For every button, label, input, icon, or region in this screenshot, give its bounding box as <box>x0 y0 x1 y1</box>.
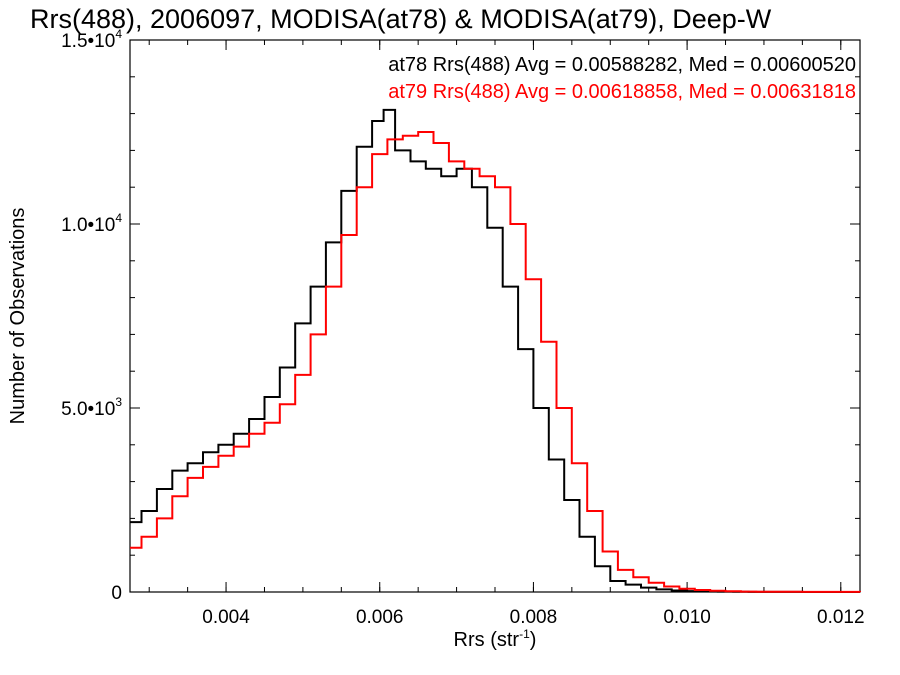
x-axis-ticks: 0.004 0.006 0.008 0.010 0.012 <box>148 40 865 628</box>
x-tick-label: 0.010 <box>663 607 711 628</box>
series-line-at78 <box>130 108 860 593</box>
x-axis-label: Rrs (str-1) <box>454 627 537 651</box>
x-tick-label: 0.008 <box>510 607 558 628</box>
x-tick-label: 0.004 <box>202 607 250 628</box>
chart-title: Rrs(488), 2006097, MODISA(at78) & MODISA… <box>30 4 772 34</box>
series-line-at79 <box>130 131 861 593</box>
y-axis-ticks: 0 5.0•103 1.0•104 1.5•104 <box>61 27 860 604</box>
x-tick-label: 0.012 <box>817 607 865 628</box>
y-axis-label: Number of Observations <box>7 208 29 425</box>
y-tick-label: 1.5•104 <box>61 27 122 52</box>
y-tick-label: 5.0•103 <box>61 395 122 420</box>
legend-entry-at79: at79 Rrs(488) Avg = 0.00618858, Med = 0.… <box>388 81 856 103</box>
y-tick-label: 0 <box>111 583 122 604</box>
legend: at78 Rrs(488) Avg = 0.00588282, Med = 0.… <box>388 54 856 103</box>
x-tick-label: 0.006 <box>356 607 404 628</box>
legend-entry-at78: at78 Rrs(488) Avg = 0.00588282, Med = 0.… <box>388 54 856 76</box>
plot-area-frame <box>129 39 861 593</box>
y-tick-label: 1.0•104 <box>61 211 122 236</box>
series-lines <box>130 108 861 593</box>
